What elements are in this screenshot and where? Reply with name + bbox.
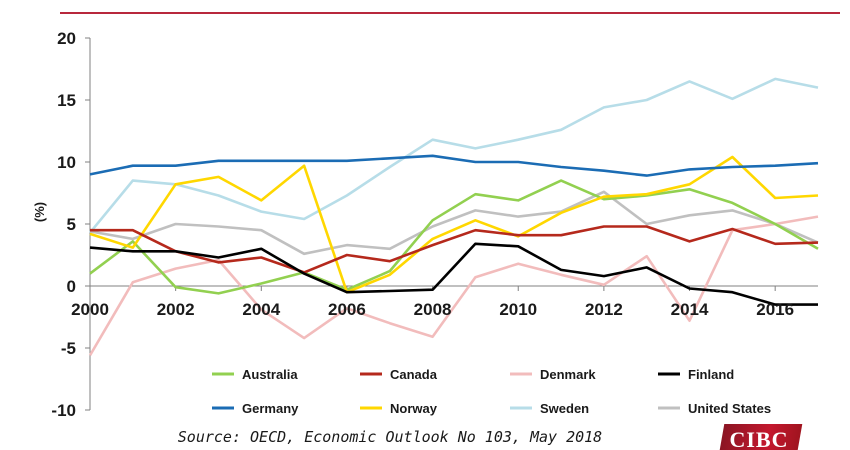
series-line-united-states xyxy=(89,190,819,256)
y-tick-label: 5 xyxy=(67,215,76,234)
legend-label-germany: Germany xyxy=(242,401,299,416)
x-tick-label: 2000 xyxy=(71,300,109,319)
y-tick-label: 20 xyxy=(57,29,76,48)
chart-legend: Australia Canada Denmark Finland Germany Norw… xyxy=(212,367,771,416)
x-tick-label: 2010 xyxy=(499,300,537,319)
x-tick-label: 2004 xyxy=(242,300,280,319)
x-tick-label: 2012 xyxy=(585,300,623,319)
y-tick-label: -10 xyxy=(51,401,76,420)
legend-label-norway: Norway xyxy=(390,401,438,416)
legend-label-finland: Finland xyxy=(688,367,734,382)
y-tick-label: 0 xyxy=(67,277,76,296)
chart-series-lines xyxy=(88,77,819,357)
x-tick-label: 2008 xyxy=(414,300,452,319)
legend-label-canada: Canada xyxy=(390,367,438,382)
series-line-canada xyxy=(90,225,819,274)
series-line-finland xyxy=(89,242,818,306)
y-tick-label: 10 xyxy=(57,153,76,172)
chart-tick-labels: -10 -5 0 5 10 15 20 2000 2002 2004 2006 2008 2010 201… xyxy=(51,29,794,420)
x-tick-label: 2014 xyxy=(671,300,709,319)
legend-label-australia: Australia xyxy=(242,367,298,382)
series-line-australia xyxy=(89,179,819,295)
series-line-germany xyxy=(89,154,819,177)
y-tick-label: 15 xyxy=(57,91,76,110)
series-line-sweden xyxy=(88,77,819,234)
legend-label-united-states: United States xyxy=(688,401,771,416)
series-line-norway xyxy=(89,155,819,294)
x-tick-label: 2016 xyxy=(756,300,794,319)
y-axis-label: (%) xyxy=(32,202,47,222)
x-tick-label: 2006 xyxy=(328,300,366,319)
chart-axes xyxy=(85,37,818,411)
logo-text: CIBC xyxy=(729,427,789,450)
header-rule xyxy=(60,12,840,14)
x-tick-label: 2002 xyxy=(157,300,195,319)
source-note: Source: OECD, Economic Outlook No 103, M… xyxy=(177,428,603,446)
legend-label-sweden: Sweden xyxy=(540,401,589,416)
y-tick-label: -5 xyxy=(61,339,76,358)
legend-label-denmark: Denmark xyxy=(540,367,596,382)
cibc-logo: CIBC xyxy=(719,424,803,450)
